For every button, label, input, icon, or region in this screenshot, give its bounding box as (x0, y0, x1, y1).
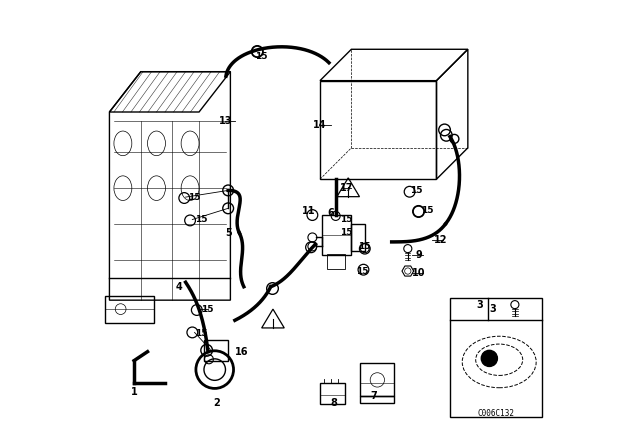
Text: 15: 15 (202, 305, 214, 314)
Circle shape (481, 350, 497, 366)
Text: 12: 12 (434, 235, 448, 245)
Text: 15: 15 (188, 193, 200, 202)
Text: 3: 3 (489, 304, 496, 314)
Text: 15: 15 (421, 206, 433, 215)
Bar (360, 396, 394, 403)
Text: 3: 3 (477, 300, 483, 310)
Text: 9: 9 (415, 250, 422, 260)
Bar (105, 296, 154, 323)
Text: 15: 15 (340, 215, 353, 224)
Text: 15: 15 (356, 267, 369, 276)
Text: 13: 13 (219, 116, 233, 126)
Text: 15: 15 (195, 329, 207, 338)
Text: 1: 1 (131, 387, 138, 397)
Bar (320, 383, 345, 404)
Text: 7: 7 (371, 392, 377, 401)
Text: 17: 17 (340, 183, 354, 193)
Text: 4: 4 (175, 282, 182, 292)
Bar (360, 363, 394, 396)
Bar (351, 224, 365, 251)
Text: 15: 15 (358, 242, 371, 251)
Text: 16: 16 (235, 347, 248, 357)
Text: C006C132: C006C132 (477, 409, 515, 418)
Bar (450, 298, 541, 417)
Text: 15: 15 (410, 186, 422, 195)
Text: 8: 8 (330, 398, 337, 408)
Text: 10: 10 (412, 268, 426, 278)
Text: 15: 15 (195, 215, 207, 224)
Bar (323, 215, 351, 255)
Text: 2: 2 (214, 398, 220, 408)
Text: 5: 5 (225, 228, 232, 238)
Bar (204, 340, 228, 361)
Text: 14: 14 (313, 121, 327, 130)
Text: 15: 15 (340, 228, 353, 237)
Bar (327, 254, 345, 269)
Text: 11: 11 (302, 206, 316, 215)
Text: 6: 6 (328, 208, 335, 218)
Text: 15: 15 (255, 52, 268, 60)
